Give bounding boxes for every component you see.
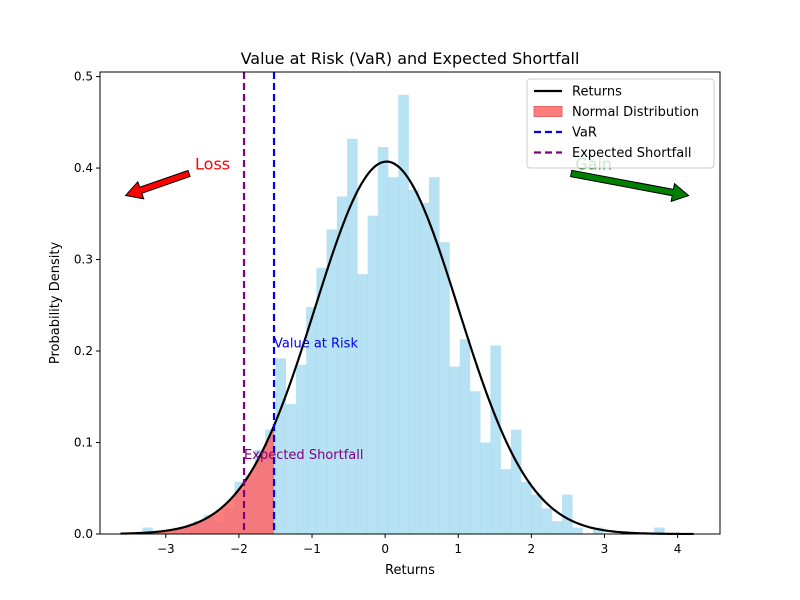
x-tick-label: 1 [454,542,462,556]
histogram-bar [551,521,563,534]
histogram-bar [490,345,501,534]
histogram-bar [562,494,573,534]
histogram-bar [654,527,665,534]
legend: Returns Normal Distribution VaR Expected Sh… [526,78,715,169]
histogram-bar [510,429,522,534]
loss-arrow [124,169,191,200]
x-tick-label: 0 [381,542,389,556]
histogram-bar [592,527,604,534]
expected-shortfall-annotation: Expected Shortfall [244,448,363,463]
y-tick-label: 0.3 [74,253,93,267]
x-tick-label: 3 [601,542,609,556]
histogram-bar [429,177,440,534]
histogram-bar [367,215,379,534]
y-axis-label: Probability Density [48,242,63,365]
histogram-bar [449,366,461,534]
histogram-bar [316,267,327,534]
histogram-bar [306,307,317,534]
x-axis-label: Returns [385,563,435,578]
legend-label: Expected Shortfall [572,146,691,161]
histogram-bar [357,274,368,534]
legend-swatch-normal-distribution [533,106,563,117]
axes-frame [99,71,721,535]
x-tick-label: −1 [303,542,321,556]
histogram-bar [336,196,348,534]
histogram-bar [388,177,399,534]
y-tick-label: 0.1 [74,436,93,450]
histogram-bar [521,481,532,534]
histogram-bar [459,339,471,534]
y-tick-label: 0.4 [74,161,93,175]
gain-arrow [570,169,690,203]
loss-annotation: Loss [195,154,230,173]
histogram-bar [326,229,338,534]
legend-label: Returns [572,85,622,100]
y-tick-label: 0.0 [74,527,93,541]
legend-label: VaR [572,126,597,141]
histogram-bar [408,190,420,534]
histogram-bar [285,404,297,534]
normal-distribution-fill [120,425,275,534]
histogram-bar [500,469,512,534]
histogram-bar [275,358,287,534]
legend-box [526,78,715,169]
x-tick-label: 4 [674,542,682,556]
histogram-bar [295,364,307,534]
histogram-bar [439,242,450,535]
x-tick-label: −2 [230,542,248,556]
y-tick-label: 0.5 [74,70,93,84]
histogram-bar [480,442,491,534]
histogram-bar [347,138,358,534]
histogram-bar [531,494,542,534]
lines [120,72,694,536]
histogram-bar [572,527,583,534]
histogram-bar [541,508,553,534]
legend-label: Normal Distribution [572,105,699,120]
x-tick-label: 2 [528,542,536,556]
chart-title: Value at Risk (VaR) and Expected Shortfa… [241,49,580,68]
x-tick-label: −3 [157,542,175,556]
axis-ticks: −3 −2 −1 0 1 2 3 4 0.0 0.1 0.2 0.3 0.4 0.5 [74,70,682,556]
tail-fill [120,425,275,534]
histogram-bar [377,147,389,534]
histogram-bar [469,391,481,534]
histogram-bar [418,202,430,534]
y-tick-label: 0.2 [74,344,93,358]
histogram-bar [142,527,153,534]
histogram-bar [398,94,409,535]
returns-curve [120,160,694,536]
var-annotation: Value at Risk [274,336,358,351]
